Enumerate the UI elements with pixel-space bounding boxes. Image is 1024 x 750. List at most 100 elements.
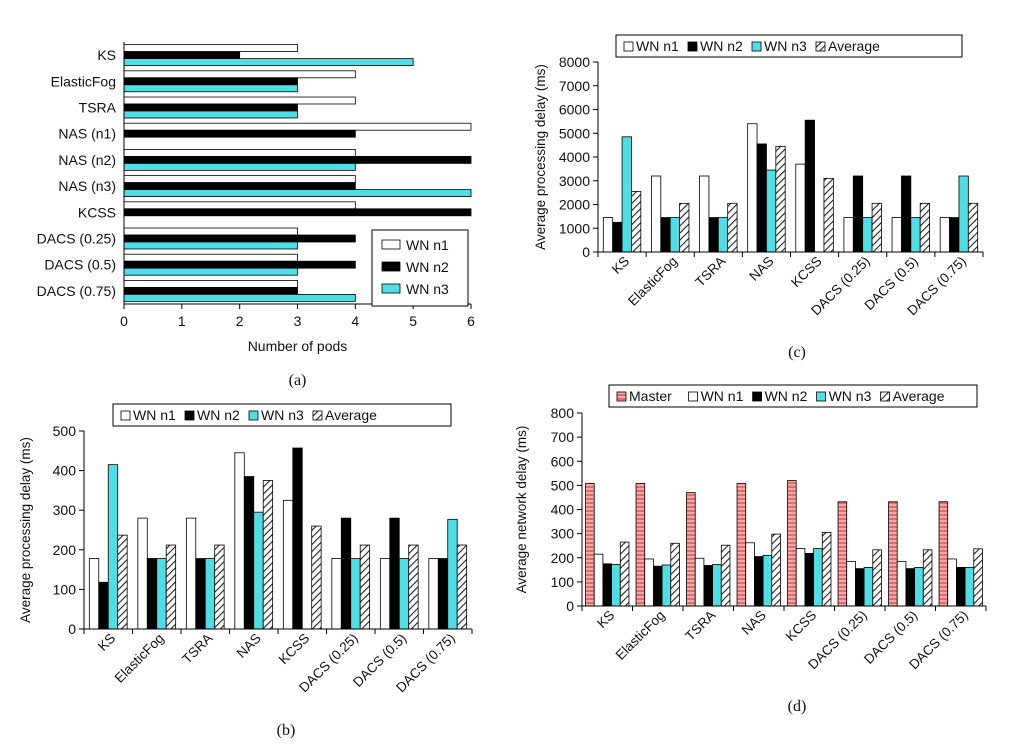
legend-label-wn-n3: WN n3 — [829, 388, 872, 404]
bar-nas-n3-wn-n3 — [123, 189, 472, 197]
bar-elasticfog-wn-n2 — [146, 558, 158, 630]
y-tick-label: 500 — [53, 423, 77, 439]
bar-dacs-0-25-wn-n1 — [123, 227, 298, 236]
bar-elasticfog-wn-n1 — [123, 70, 356, 79]
legend-label-average: Average — [893, 388, 945, 404]
legend-label-wn-n2: WN n2 — [406, 259, 449, 275]
bar-dacs-0-5-wn-n3 — [398, 558, 410, 630]
bar-elasticfog-wn-n3 — [661, 564, 672, 607]
bar-dacs-0-5-master — [888, 501, 898, 607]
x-tick-label: 2 — [236, 313, 244, 329]
bar-tsra-wn-n1 — [185, 517, 197, 630]
y-tick-label: 2000 — [559, 197, 590, 213]
legend-label-wn-n2: WN n2 — [765, 388, 808, 404]
legend-label-wn-n1: WN n1 — [636, 38, 679, 54]
y-tick-label: 400 — [53, 463, 77, 479]
bar-dacs-0-5-wn-n1 — [891, 217, 902, 253]
bar-dacs-0-75-average — [967, 202, 979, 253]
y-axis-title: Average processing delay (ms) — [18, 437, 33, 623]
legend-label-wn-n3: WN n3 — [406, 281, 449, 297]
bar-dacs-0-5-wn-n2 — [389, 517, 400, 630]
category-label-dacs-0-75: DACS (0.75) — [37, 283, 116, 299]
bar-ks-master — [585, 483, 595, 607]
legend-swatch-wn-n3 — [248, 410, 259, 421]
bar-elasticfog-wn-n1 — [644, 558, 654, 607]
category-label-dacs-0-5: DACS (0.5) — [44, 257, 116, 273]
bar-nas-wn-n2 — [756, 143, 767, 253]
bar-dacs-0-25-wn-n3 — [863, 567, 874, 607]
category-label-kcss: KCSS — [788, 254, 825, 291]
category-label-elasticfog: ElasticFog — [112, 631, 167, 686]
bar-dacs-0-25-average — [871, 202, 882, 253]
bar-kcss-average — [821, 532, 832, 607]
bar-ks-average — [117, 534, 128, 630]
bar-ks-wn-n2 — [612, 221, 623, 253]
bar-tsra-wn-n2 — [195, 558, 206, 630]
bar-dacs-0-75-wn-n1 — [123, 280, 298, 288]
category-label-tsra: TSRA — [682, 608, 718, 644]
y-tick-label: 700 — [551, 429, 575, 445]
legend-swatch-wn-n2 — [184, 410, 195, 421]
legend-swatch-wn-n1 — [381, 239, 401, 250]
legend-swatch-wn-n1 — [120, 410, 131, 421]
panel-label: (c) — [788, 344, 806, 361]
legend-label-wn-n1: WN n1 — [701, 388, 744, 404]
bar-tsra-average — [720, 544, 731, 607]
legend-label-wn-n3: WN n3 — [261, 407, 304, 423]
legend-swatch-average — [312, 410, 323, 421]
bar-tsra-wn-n1 — [699, 175, 710, 253]
legend-box — [608, 384, 978, 408]
category-label-elasticfog: ElasticFog — [625, 254, 680, 309]
y-tick-label: 200 — [53, 542, 77, 558]
bar-dacs-0-5-average — [922, 549, 933, 607]
y-tick-label: 100 — [551, 574, 575, 590]
bar-dacs-0-25-master — [837, 501, 848, 607]
bar-dacs-0-5-wn-n3 — [914, 567, 924, 607]
bar-nas-average — [775, 145, 786, 253]
bar-dacs-0-75-wn-n1 — [428, 558, 439, 630]
bar-nas-average — [771, 533, 781, 607]
bar-kcss-wn-n1 — [123, 201, 356, 210]
legend-swatch-wn-n2 — [381, 261, 401, 272]
bar-tsra-wn-n1 — [694, 557, 705, 607]
bar-nas-n3-wn-n2 — [123, 182, 356, 190]
y-tick-label: 300 — [551, 526, 575, 542]
bar-ks-wn-n3 — [621, 136, 632, 253]
bar-ks-wn-n3 — [107, 464, 119, 630]
y-tick-label: 500 — [551, 477, 575, 493]
legend-swatch-wn-n2 — [752, 391, 762, 402]
bar-dacs-0-25-wn-n2 — [340, 517, 352, 630]
category-label-nas-n2: NAS (n2) — [58, 152, 116, 168]
bar-nas-n2-wn-n1 — [123, 149, 356, 157]
category-label-tsra: TSRA — [79, 100, 117, 116]
bar-elasticfog-wn-n3 — [669, 217, 680, 253]
bar-dacs-0-25-wn-n1 — [846, 560, 856, 607]
bar-tsra-wn-n2 — [123, 103, 298, 112]
bar-dacs-0-5-wn-n1 — [123, 253, 298, 262]
bar-kcss-average — [823, 177, 834, 253]
bar-dacs-0-75-wn-n2 — [956, 567, 966, 607]
bar-dacs-0-25-average — [872, 549, 882, 607]
category-label-elasticfog: ElasticFog — [51, 73, 116, 89]
legend-label-average: Average — [828, 38, 880, 54]
bar-ks-wn-n1 — [88, 558, 100, 630]
bar-dacs-0-5-wn-n1 — [379, 558, 391, 630]
bar-nas-wn-n3 — [253, 511, 264, 630]
bar-dacs-0-75-wn-n3 — [447, 518, 458, 630]
bar-ks-wn-n3 — [611, 564, 621, 607]
y-tick-label: 400 — [551, 502, 575, 518]
category-label-nas: NAS — [234, 631, 264, 661]
bar-dacs-0-25-wn-n3 — [862, 217, 873, 253]
chart-panel-a: KS ElasticFog TSRA NAS (n1) NAS (n2) NAS (n3)… — [37, 42, 475, 389]
bar-dacs-0-25-wn-n3 — [350, 558, 361, 630]
legend-label-wn-n3: WN n3 — [764, 38, 807, 54]
bar-tsra-wn-n3 — [712, 564, 722, 607]
legend-swatch-wn-n1 — [688, 391, 698, 402]
bar-nas-wn-n2 — [754, 556, 764, 607]
bar-tsra-average — [214, 544, 225, 630]
bar-dacs-0-75-master — [938, 501, 949, 607]
bar-tsra-wn-n3 — [717, 217, 729, 253]
y-tick-label: 0 — [582, 244, 590, 260]
bar-dacs-0-25-wn-n3 — [123, 241, 298, 250]
